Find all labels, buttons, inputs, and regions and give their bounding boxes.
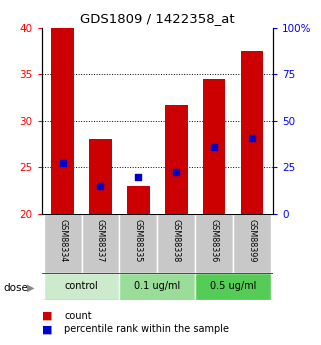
Bar — [165, 105, 187, 214]
Point — [174, 169, 179, 175]
Bar — [44, 214, 82, 273]
Bar — [127, 186, 150, 214]
Text: GSM88334: GSM88334 — [58, 219, 67, 262]
Point — [249, 135, 255, 140]
Bar — [195, 273, 271, 300]
Bar — [44, 273, 119, 300]
Title: GDS1809 / 1422358_at: GDS1809 / 1422358_at — [80, 12, 235, 25]
Bar — [119, 214, 157, 273]
Bar — [89, 139, 112, 214]
Text: dose: dose — [3, 283, 28, 293]
Bar — [51, 28, 74, 214]
Text: control: control — [65, 282, 99, 291]
Text: GSM88337: GSM88337 — [96, 219, 105, 262]
Text: percentile rank within the sample: percentile rank within the sample — [64, 325, 229, 334]
Text: GSM88399: GSM88399 — [247, 219, 256, 262]
Text: 0.1 ug/ml: 0.1 ug/ml — [134, 282, 180, 291]
Text: ■: ■ — [42, 325, 52, 334]
Point — [60, 160, 65, 165]
Point — [212, 144, 217, 150]
Bar — [195, 214, 233, 273]
Text: GSM88335: GSM88335 — [134, 219, 143, 262]
Bar — [157, 214, 195, 273]
Text: GSM88338: GSM88338 — [172, 219, 181, 262]
Point — [136, 174, 141, 179]
Bar — [233, 214, 271, 273]
Text: ▶: ▶ — [27, 283, 34, 293]
Bar — [203, 79, 225, 214]
Point — [98, 183, 103, 189]
Bar — [119, 273, 195, 300]
Bar — [82, 214, 119, 273]
Text: GSM88336: GSM88336 — [210, 219, 219, 262]
Bar — [241, 51, 263, 214]
Text: ■: ■ — [42, 311, 52, 321]
Text: count: count — [64, 311, 92, 321]
Text: 0.5 ug/ml: 0.5 ug/ml — [210, 282, 256, 291]
